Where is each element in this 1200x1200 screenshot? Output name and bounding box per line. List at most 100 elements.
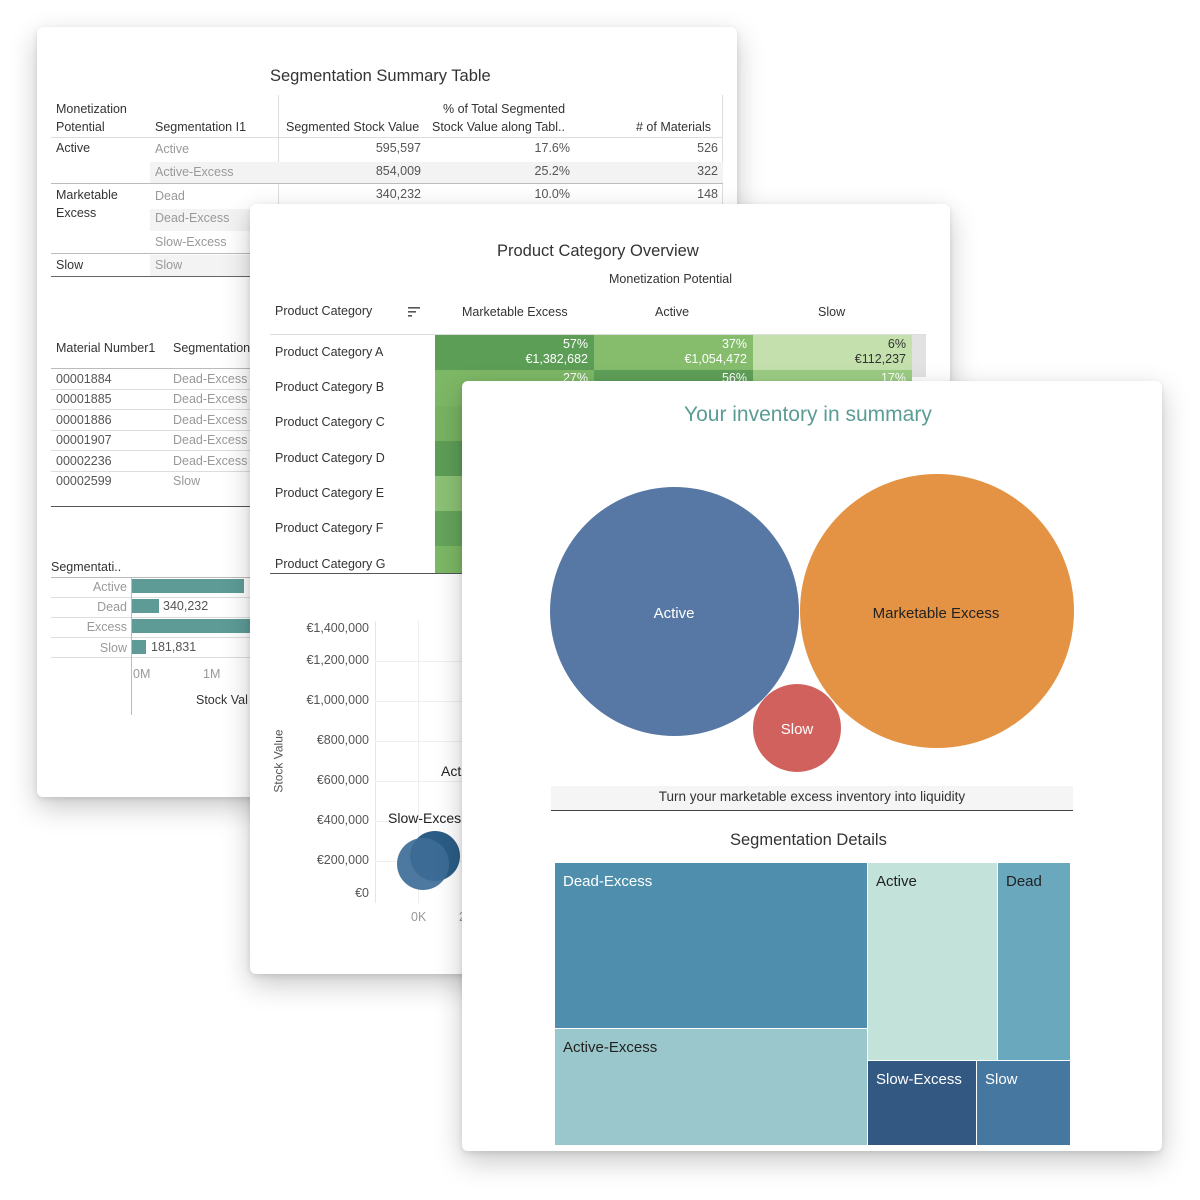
row-divider <box>51 450 251 451</box>
row-divider <box>51 471 251 472</box>
mini-bar-divider <box>51 637 251 638</box>
material-header-segmentation: Segmentation <box>173 341 251 355</box>
heatmap-value: €112,237 <box>854 352 906 366</box>
mini-bar-divider <box>51 597 251 598</box>
category-label: Product Category B <box>275 380 385 394</box>
mini-bar-label: Active <box>92 580 127 594</box>
treemap-active-excess[interactable]: Active-Excess <box>555 1029 867 1145</box>
group-active: Active <box>56 141 91 155</box>
group-marketable-2: Excess <box>56 206 97 220</box>
table-bottom <box>51 276 271 277</box>
bubble-label-slow: Slow <box>780 721 814 738</box>
material-segment: Dead-Excess <box>173 454 248 468</box>
column-header: Marketable Excess <box>462 305 568 319</box>
heatmap-cell[interactable]: 6% €112,237 <box>753 335 912 370</box>
bubble-label-active: Active <box>653 605 695 622</box>
scatter-label: Act <box>441 763 462 779</box>
scatter-gridline <box>418 621 419 903</box>
bubble-active[interactable] <box>550 487 799 736</box>
header-monetization-2: Potential <box>56 120 105 134</box>
heatmap-pct: 57% <box>562 337 588 351</box>
bubble-slow[interactable] <box>753 684 841 772</box>
heatmap-scrollbar[interactable] <box>912 335 926 377</box>
treemap-slow[interactable]: Slow <box>977 1061 1070 1145</box>
scatter-ytick: €800,000 <box>316 733 369 747</box>
scatter-gridline <box>375 661 465 662</box>
material-segment: Dead-Excess <box>173 392 248 406</box>
table-row-value: 595,597 <box>375 141 421 155</box>
mini-bar-label: Dead <box>97 600 127 614</box>
product-category-header: Product Category <box>275 304 373 318</box>
scatter-gridline <box>375 701 465 702</box>
heatmap-cell[interactable] <box>435 511 462 546</box>
heatmap-cell[interactable] <box>435 476 462 511</box>
material-header-number: Material Number1 <box>56 341 156 355</box>
header-underline <box>51 137 723 138</box>
treemap-active[interactable]: Active <box>868 863 997 1060</box>
table-divider <box>278 95 279 275</box>
scatter-ytick: €1,200,000 <box>306 653 369 667</box>
treemap-label: Dead <box>1006 873 1042 890</box>
column-header: Active <box>655 305 690 319</box>
mini-bar <box>132 640 146 654</box>
sort-icon[interactable] <box>408 305 420 317</box>
heatmap-cell[interactable]: 37% €1,054,472 <box>594 335 753 370</box>
table-row-segment: Dead <box>155 189 185 203</box>
mini-bar-title: Segmentati.. <box>51 560 122 574</box>
scatter-ytick: €600,000 <box>316 773 369 787</box>
summary-title: Your inventory in summary <box>684 403 932 426</box>
scatter-ytick: €400,000 <box>316 813 369 827</box>
mini-bar <box>132 599 159 613</box>
heatmap-cell[interactable] <box>435 546 462 573</box>
mini-bar-label: Slow <box>99 641 127 655</box>
category-label: Product Category D <box>275 451 385 465</box>
table-divider-right <box>722 95 723 275</box>
category-overview-title: Product Category Overview <box>497 242 699 260</box>
category-label: Product Category C <box>275 415 385 429</box>
material-number: 00002599 <box>56 474 112 488</box>
material-segment: Dead-Excess <box>173 372 248 386</box>
treemap-label: Slow <box>985 1071 1018 1088</box>
mini-bar-axis <box>131 577 132 715</box>
scatter-ytick: €200,000 <box>316 853 369 867</box>
material-list-bottom <box>51 506 251 507</box>
material-number: 00001907 <box>56 433 112 447</box>
heatmap-cell[interactable]: 57% €1,382,682 <box>435 335 594 370</box>
treemap-dead[interactable]: Dead <box>998 863 1070 1060</box>
monetization-potential-label: Monetization Potential <box>609 272 732 286</box>
table-row-count: 322 <box>697 164 718 178</box>
mini-bar-label: Excess <box>86 620 127 634</box>
row-shade <box>150 162 723 184</box>
table-row-pct: 25.2% <box>534 164 570 178</box>
category-label: Product Category A <box>275 345 384 359</box>
heatmap-cell[interactable] <box>435 406 462 441</box>
table-row-segment: Dead-Excess <box>155 211 230 225</box>
row-divider <box>51 430 251 431</box>
scatter-xtick: 0K <box>411 910 427 924</box>
mini-bar <box>132 579 244 593</box>
header-stock-value: Segmented Stock Value <box>286 120 420 134</box>
mini-bar-xlabel: Stock Val <box>196 693 248 707</box>
heatmap-pct: 6% <box>887 337 906 351</box>
column-header: Slow <box>818 305 846 319</box>
mini-bar-tick: 1M <box>203 667 221 681</box>
mini-bar-tick: 0M <box>133 667 151 681</box>
scatter-gridline <box>375 741 465 742</box>
table-row-value: 340,232 <box>375 187 421 201</box>
scatter-axis <box>375 621 376 903</box>
table-row-segment: Slow <box>155 258 183 272</box>
material-number: 00002236 <box>56 454 112 468</box>
row-divider <box>51 389 251 390</box>
row-shade <box>150 255 280 277</box>
table-row-count: 526 <box>697 141 718 155</box>
summary-table-title: Segmentation Summary Table <box>270 67 491 85</box>
material-number: 00001885 <box>56 392 112 406</box>
mini-bar-divider <box>51 617 251 618</box>
treemap-dead-excess[interactable]: Dead-Excess <box>555 863 867 1028</box>
mini-bar-divider <box>51 577 251 578</box>
heatmap-cell[interactable] <box>435 441 462 476</box>
treemap-slow-excess[interactable]: Slow-Excess <box>868 1061 976 1145</box>
bubble-marketable-excess[interactable] <box>800 474 1074 748</box>
header-divider <box>270 334 926 335</box>
scatter-point[interactable] <box>397 838 449 890</box>
